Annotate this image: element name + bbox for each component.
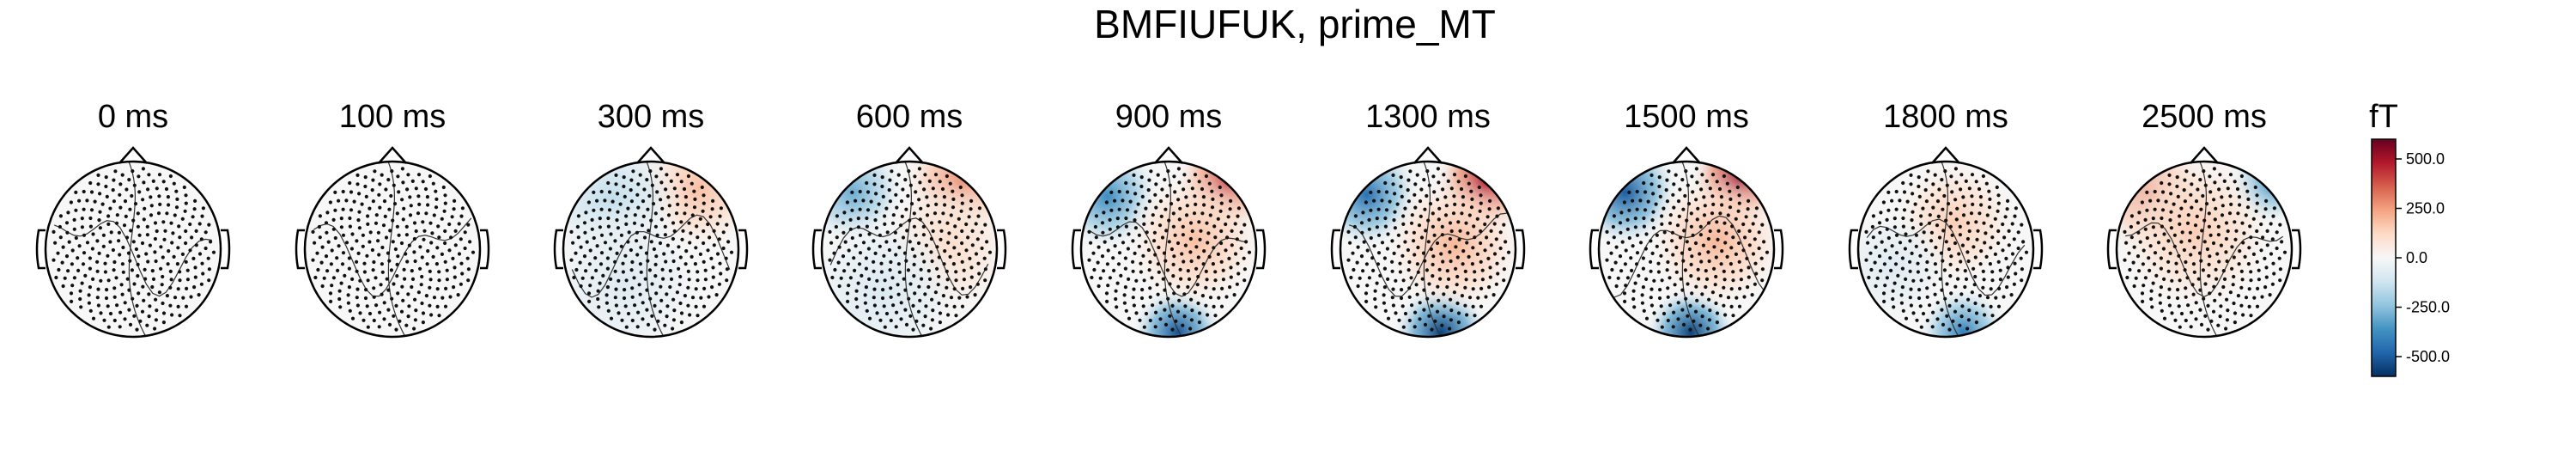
topomap-2: 300 ms: [553, 99, 749, 339]
contour-line: [904, 162, 923, 337]
figure-title: BMFIUFUK, prime_MT: [1094, 2, 1496, 46]
nose: [1154, 146, 1183, 164]
topomap-field: [1081, 162, 1256, 337]
nose: [1413, 146, 1443, 164]
left-ear: [1330, 229, 1340, 270]
topomap-7: 1800 ms: [1848, 99, 2044, 339]
topomap-time-label: 300 ms: [598, 99, 705, 135]
head-outline: [820, 160, 999, 339]
colorbar-tick-label: -500.0: [2406, 348, 2450, 365]
topomap-time-label: 600 ms: [856, 99, 963, 135]
topomap-time-label: 2500 ms: [2142, 99, 2267, 135]
nose: [1672, 146, 1701, 164]
sensor-dots: [1605, 167, 1770, 332]
zero-contour: [1607, 215, 1766, 298]
contour-line: [646, 162, 665, 337]
right-ear: [1516, 229, 1526, 270]
sensor-dots: [2123, 167, 2287, 332]
zero-contour: [571, 214, 731, 298]
head-outline: [1079, 160, 1258, 339]
colorbar-tick-label: 500.0: [2406, 150, 2445, 168]
zero-contour: [313, 217, 472, 297]
colorbar-tick-label: 0.0: [2406, 249, 2427, 266]
left-ear: [35, 229, 46, 270]
right-ear: [2292, 229, 2302, 270]
right-ear: [1774, 229, 1784, 270]
left-ear: [553, 229, 563, 270]
topomap-5: 1300 ms: [1330, 99, 1526, 339]
nose: [895, 146, 924, 164]
topomap-field: [563, 162, 738, 337]
colorbar-tick-label: 250.0: [2406, 200, 2445, 217]
left-ear: [295, 229, 305, 270]
right-ear: [738, 229, 749, 270]
topomap-4: 900 ms: [1071, 99, 1267, 339]
left-ear: [1589, 229, 1599, 270]
colorbar-gradient: [2371, 138, 2397, 377]
topomap-field: [1599, 162, 1774, 337]
topomap-panels: 0 ms 100 ms 300 ms 600 ms 900 ms 1300 ms 1500 …: [35, 99, 2302, 339]
contour-line: [1423, 162, 1442, 337]
contour-line: [387, 162, 406, 337]
sensor-dots: [1346, 167, 1511, 332]
zero-contour: [1349, 212, 1507, 297]
head-outline: [2115, 160, 2293, 339]
field-blob: [1380, 171, 1516, 319]
zero-contour: [2125, 222, 2284, 297]
left-ear: [1848, 229, 1858, 270]
contour-line: [1681, 162, 1700, 337]
topomap-3: 600 ms: [811, 99, 1007, 339]
topomap-time-label: 900 ms: [1115, 99, 1223, 135]
contour-line: [2199, 162, 2218, 337]
topomap-8: 2500 ms: [2106, 99, 2302, 339]
head-outline: [1597, 160, 1776, 339]
sensor-dots: [1087, 167, 1252, 332]
right-ear: [1256, 229, 1267, 270]
right-ear: [480, 229, 490, 270]
sensor-dots: [1864, 167, 2029, 332]
left-ear: [1071, 229, 1081, 270]
nose: [378, 146, 407, 164]
topomap-0: 0 ms: [35, 99, 231, 339]
head-outline: [44, 160, 222, 339]
nose: [118, 146, 148, 164]
topomap-time-label: 1300 ms: [1365, 99, 1491, 135]
colorbar: fT 500.0 250.0 0.0 -250.0 -500.0: [2369, 99, 2450, 377]
nose: [1931, 146, 1960, 164]
head-outline: [1339, 160, 1517, 339]
nose: [636, 146, 665, 164]
contour-line: [1941, 162, 1959, 337]
sensor-dots: [52, 167, 216, 332]
topomap-time-label: 1800 ms: [1883, 99, 2008, 135]
contour-line: [128, 162, 147, 337]
right-ear: [997, 229, 1007, 270]
head-outline: [1856, 160, 2035, 339]
topomap-6: 1500 ms: [1589, 99, 1784, 339]
right-ear: [2033, 229, 2044, 270]
field-blob: [1917, 285, 2010, 337]
sensor-dots: [569, 167, 734, 332]
topomap-time-label: 1500 ms: [1624, 99, 1749, 135]
topomap-time-label: 100 ms: [339, 99, 447, 135]
colorbar-unit-label: fT: [2369, 99, 2398, 135]
head-outline: [303, 160, 482, 339]
contour-line: [1163, 162, 1182, 337]
right-ear: [221, 229, 231, 270]
topomap-time-label: 0 ms: [98, 99, 168, 135]
left-ear: [2106, 229, 2117, 270]
topomap-field: [1858, 162, 2033, 337]
sensor-dots: [311, 167, 476, 332]
zero-contour: [53, 220, 212, 297]
head-outline: [562, 160, 740, 339]
sensor-dots: [828, 167, 993, 332]
colorbar-tick-label: -250.0: [2406, 299, 2450, 316]
left-ear: [811, 229, 822, 270]
nose: [2190, 146, 2219, 164]
topomap-1: 100 ms: [295, 99, 490, 339]
